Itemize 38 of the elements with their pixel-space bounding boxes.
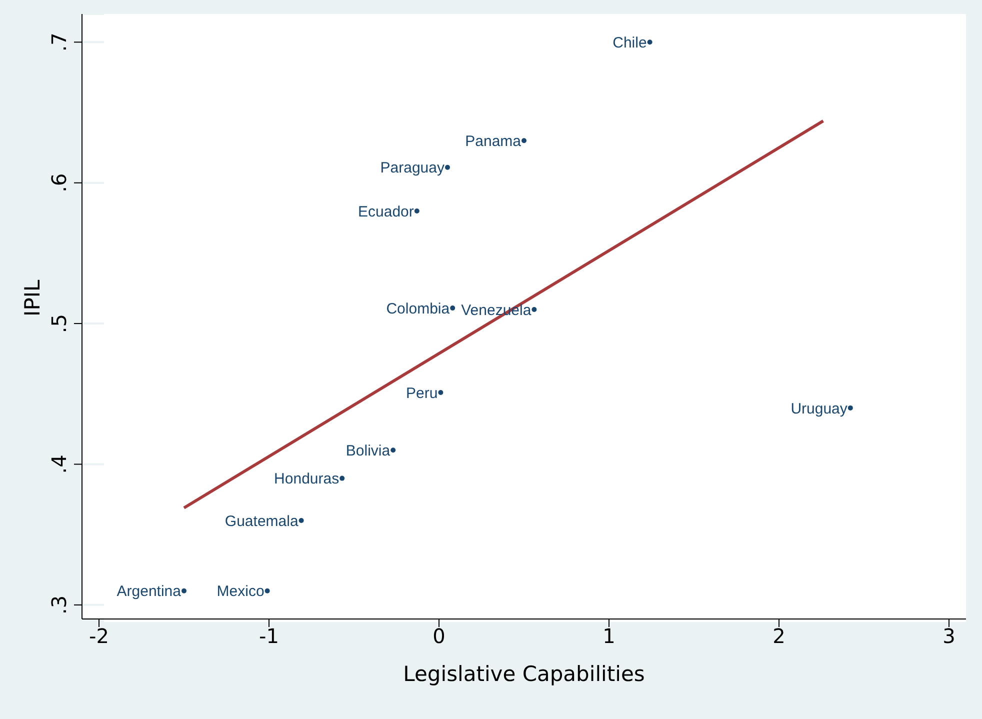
x-tick-label: -2 [89,624,109,648]
point [445,164,450,170]
x-tick-label: 2 [772,624,786,648]
point [182,588,186,594]
annotation: Honduras [274,470,340,488]
annotation: Argentina [116,583,182,600]
annotation: Guatemala [224,512,299,530]
point [522,138,526,144]
point [450,306,456,311]
annotation: Peru [406,384,438,402]
y-tick-label: .5 [47,314,71,334]
annotation: Ecuador [358,203,414,220]
point [647,40,652,45]
point [532,306,537,312]
x-tick-label: 3 [942,624,956,648]
point [390,448,396,453]
annotation: Paraguay [380,160,445,177]
point [438,390,444,395]
annotation: Panama [465,132,522,150]
y-tick-label: .4 [47,454,71,474]
x-axis-title: Legislative Capabilities [403,662,645,686]
point [298,518,304,524]
point [848,405,853,410]
point [340,476,345,481]
y-axis-title: IPIL [20,279,44,316]
point [264,588,270,594]
y-tick-label: .3 [47,595,71,614]
y-tick-label: .6 [47,173,71,192]
annotation: Colombia [386,300,450,318]
point [414,208,420,214]
annotation: Uruguay [790,400,848,418]
x-tick-label: -1 [259,624,279,648]
x-tick-label: 1 [602,624,616,648]
y-tick-label: .7 [47,32,71,52]
annotation: Mexico [216,583,264,600]
annotation: Chile [612,34,647,52]
annotation: Bolivia [346,442,391,460]
x-tick-label: 0 [432,624,446,648]
